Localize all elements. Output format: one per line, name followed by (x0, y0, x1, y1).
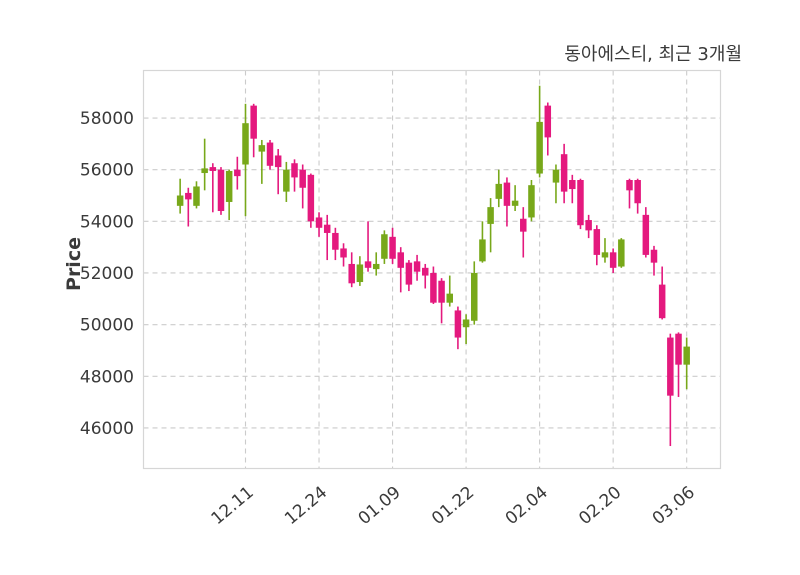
candle-body-down (421, 267, 429, 276)
candle-body-down (299, 169, 306, 188)
candle-body-down (397, 252, 404, 268)
x-tick-label: 01.09 (355, 483, 405, 530)
y-tick-label: 58000 (80, 109, 134, 129)
candle-body-down (503, 182, 511, 206)
x-tick-label: 03.06 (649, 483, 699, 530)
candle-body-up (372, 263, 380, 270)
candle-body-up (242, 123, 249, 165)
candle-body-down (593, 229, 601, 255)
candle-body-down (544, 105, 552, 138)
y-tick-label: 46000 (80, 419, 134, 439)
candle-body-down (217, 169, 225, 212)
x-tick-label: 12.11 (208, 483, 258, 530)
candle-body-down (560, 154, 568, 192)
candle-body-down (209, 167, 217, 171)
y-tick-label: 56000 (80, 161, 134, 181)
candle-body-down (658, 284, 666, 319)
candle-body-down (609, 252, 617, 268)
candle-body-down (274, 155, 282, 168)
candle-body-down (650, 249, 658, 263)
candle-body-down (364, 261, 372, 268)
candle-body-down (438, 280, 445, 303)
candle-body-up (446, 293, 453, 303)
candle-body-down (405, 262, 413, 285)
candle-body-up (618, 239, 625, 267)
candle-body-down (454, 310, 462, 338)
candle-body-up (283, 169, 290, 192)
candle-body-down (389, 236, 396, 259)
candle-body-down (569, 180, 576, 190)
candle-body-up (176, 195, 184, 206)
candle-body-down (642, 214, 650, 255)
candle-body-up (462, 319, 470, 328)
candle-body-down (307, 174, 315, 222)
candle-body-down (250, 105, 257, 139)
candle-body-down (266, 142, 274, 166)
candle-body-up (552, 169, 560, 183)
candle-body-up (511, 200, 519, 206)
candle-body-up (201, 168, 208, 174)
candle-body-up (381, 234, 388, 259)
x-tick-label: 02.20 (575, 483, 625, 530)
candle-body-down (430, 272, 437, 303)
candle-body-down (634, 180, 641, 204)
candle-body-down (332, 232, 339, 250)
candle-body-down (626, 180, 633, 191)
candle-body-up (495, 183, 503, 199)
y-tick-label: 48000 (80, 367, 134, 387)
candle-body-down (291, 163, 298, 178)
candle-body-up (528, 185, 535, 218)
candle-body-down (185, 192, 192, 200)
candle-body-up (536, 121, 543, 174)
plot-border (142, 69, 722, 470)
candle-body-down (348, 263, 355, 284)
candle-body-down (340, 248, 347, 258)
candle-body-up (225, 170, 233, 202)
candle-body-up (683, 346, 690, 365)
candle-body-up (487, 207, 494, 224)
candle-body-down (585, 220, 592, 231)
candle-body-down (234, 169, 241, 177)
candle-body-down (413, 261, 421, 272)
x-tick-label: 01.22 (428, 483, 478, 530)
candle-body-up (258, 145, 266, 152)
candle-body-down (675, 333, 682, 365)
candle-body-down (520, 218, 527, 232)
y-tick-label: 54000 (80, 212, 134, 232)
x-tick-label: 02.04 (502, 483, 552, 530)
candle-body-up (193, 186, 200, 206)
y-tick-label: 52000 (80, 264, 134, 284)
candle-body-down (577, 180, 584, 226)
candle-body-down (323, 224, 331, 233)
chart-title: 동아에스티, 최근 3개월 (564, 44, 742, 65)
candle-body-up (471, 272, 478, 321)
x-tick-label: 12.24 (281, 483, 331, 530)
y-tick-label: 50000 (80, 316, 134, 336)
candle-body-down (667, 337, 674, 396)
candle-body-up (479, 239, 486, 262)
candle-body-down (315, 217, 323, 228)
candle-body-up (356, 264, 364, 283)
candle-body-up (601, 252, 609, 258)
